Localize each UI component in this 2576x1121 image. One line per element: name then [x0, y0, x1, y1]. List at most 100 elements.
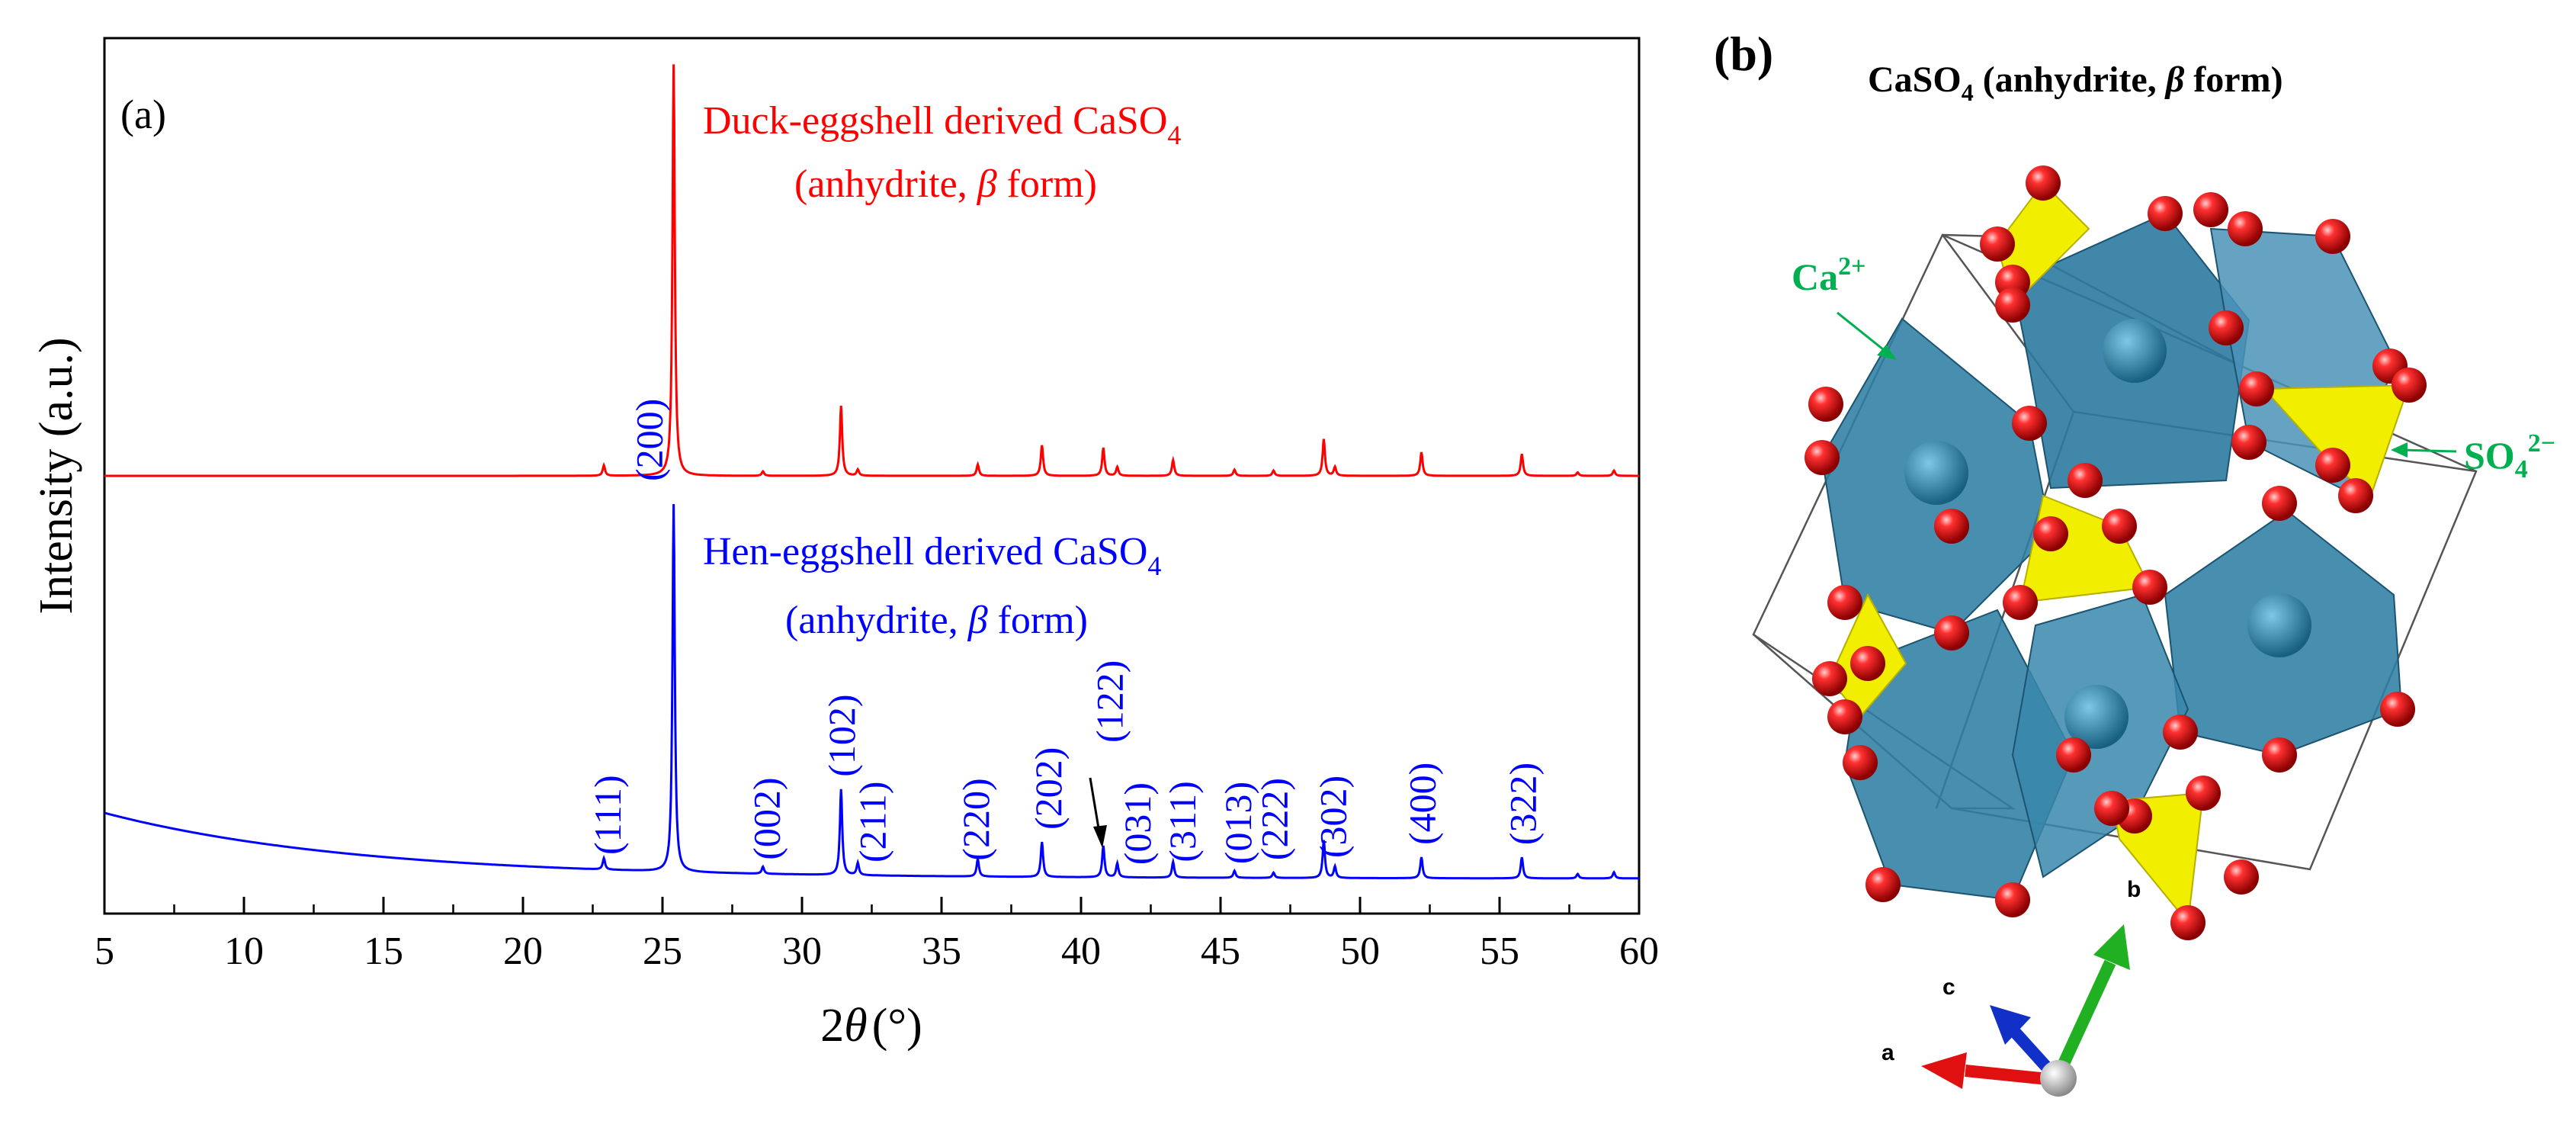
x-tick-label: 35: [922, 930, 961, 973]
oxygen-atom: [2026, 165, 2061, 201]
oxygen-atom: [1843, 745, 1878, 780]
oxygen-atom: [2315, 448, 2350, 483]
axis-label-c: c: [1942, 975, 1955, 1000]
oxygen-atom: [2056, 737, 2091, 772]
oxygen-atom: [2262, 737, 2297, 772]
duck-series-label-line1: Duck-eggshell derived CaSO4: [703, 99, 1181, 150]
axis-label-b: b: [2127, 877, 2141, 902]
x-tick-label: 5: [95, 930, 114, 973]
oxygen-atom: [2228, 211, 2263, 246]
x-axis-tick-labels: 5 10 15 20 25 30 35 40 45 50 55 60: [95, 930, 1659, 973]
oxygen-atom: [2193, 192, 2228, 227]
peak-label: (202): [1027, 747, 1070, 830]
oxygen-atom: [1850, 646, 1885, 681]
oxygen-atom: [1804, 440, 1840, 475]
peak-labels: (111) (200) (002) (102) (211) (220) (202) (122)…: [586, 399, 1545, 866]
x-tick-label: 10: [224, 930, 264, 973]
peak-label: (211): [852, 782, 894, 862]
ca-ion-arrow: [1837, 311, 1897, 360]
peak-label: (222): [1253, 778, 1296, 860]
oxygen-atom: [1865, 867, 1901, 902]
oxygen-atom: [1980, 226, 2015, 262]
x-tick-label: 20: [503, 930, 543, 973]
peak-label: (102): [820, 694, 863, 776]
peak-label: (200): [628, 399, 671, 481]
oxygen-atom: [2132, 570, 2167, 605]
oxygen-atom: [2163, 715, 2198, 750]
panel-label-a: (a): [120, 92, 166, 137]
x-axis-label: 2θ(°): [820, 1000, 922, 1052]
so4-ion-arrow: [2391, 442, 2457, 458]
x-tick-label: 50: [1340, 930, 1380, 973]
oxygen-atom: [2033, 516, 2068, 551]
x-tick-label: 45: [1201, 930, 1240, 973]
peak-label: (111): [586, 775, 629, 855]
axis-b-arrow: [2052, 924, 2130, 1078]
structure-title: CaSO4 (anhydrite, β form): [1868, 59, 2283, 106]
xrd-chart: 5 10 15 20 25 30 35 40 45 50 55 60 (111)(200)(002)(…: [30, 37, 1659, 1052]
oxygen-atom: [1827, 699, 1862, 734]
oxygen-atom: [1995, 882, 2030, 917]
peak-label: (013): [1217, 782, 1259, 864]
peak-label: (220): [954, 778, 997, 860]
oxygen-atom: [2239, 371, 2274, 406]
oxygen-atom: [1808, 387, 1843, 422]
oxygen-atom: [1827, 585, 1862, 620]
duck-series-line: [104, 64, 1639, 477]
hen-series-line: [104, 503, 1639, 880]
axes-origin: [2040, 1060, 2077, 1097]
oxygen-atom: [2224, 859, 2259, 895]
peak-label: (031): [1116, 782, 1159, 865]
ca-atom: [2064, 685, 2128, 749]
oxygen-atom: [2380, 692, 2415, 727]
oxygen-atom: [2102, 509, 2137, 544]
oxygen-atom: [2209, 310, 2244, 345]
ca-atoms: [1904, 319, 2311, 749]
ca-ion-label: Ca2+: [1792, 252, 1865, 298]
x-tick-label: 30: [782, 930, 822, 973]
crystal-structure-panel: (b) CaSO4 (anhydrite, β form): [1714, 27, 2555, 1097]
oxygen-atom: [2262, 486, 2297, 521]
x-tick-label: 55: [1480, 930, 1519, 973]
y-axis-label: Intensity (a.u.): [30, 337, 82, 614]
oxygen-atom: [2186, 776, 2221, 811]
ca-atom: [2103, 319, 2167, 383]
oxygen-atom: [1934, 509, 1969, 544]
oxygen-atom: [2338, 478, 2373, 513]
oxygen-atom: [2392, 368, 2427, 403]
peak-label: (322): [1501, 763, 1544, 845]
peak-label: (302): [1311, 776, 1354, 858]
oxygen-atom: [1995, 287, 2030, 323]
peak-label: (400): [1401, 763, 1444, 845]
so4-tetrahedron: [2019, 494, 2151, 604]
oxygen-atom: [2094, 791, 2129, 826]
so4-ion-label: SO42−: [2464, 429, 2555, 483]
duck-series-label-line2: (anhydrite, β form): [794, 162, 1097, 206]
oxygen-atom: [2315, 219, 2350, 254]
series-layer: [104, 64, 1639, 880]
oxygen-atom: [1934, 615, 1969, 650]
x-axis-ticks: [103, 897, 1641, 914]
peak-label: (002): [745, 777, 788, 859]
oxygen-atoms: [1804, 165, 2427, 940]
oxygen-atom: [2068, 463, 2103, 498]
oxygen-atom: [2170, 905, 2205, 940]
ca-atom: [1904, 441, 1968, 505]
x-tick-label: 40: [1061, 930, 1101, 973]
hen-series-label-line2: (anhydrite, β form): [785, 599, 1088, 642]
oxygen-atom: [2012, 406, 2047, 441]
axis-label-a: a: [1881, 1040, 1894, 1065]
peak-031-arrow: [1089, 777, 1107, 848]
oxygen-atom: [2231, 425, 2266, 460]
crystal-axes: b c a: [1881, 877, 2141, 1097]
oxygen-atom: [1812, 661, 1847, 696]
panel-label-b: (b): [1714, 27, 1773, 81]
x-tick-label: 25: [643, 930, 682, 973]
oxygen-atom: [2003, 585, 2038, 620]
ca-atom: [2247, 593, 2311, 657]
peak-label: (311): [1161, 781, 1204, 862]
x-tick-label: 15: [364, 930, 403, 973]
peak-label: (122): [1089, 660, 1131, 743]
oxygen-atom: [2148, 196, 2183, 231]
